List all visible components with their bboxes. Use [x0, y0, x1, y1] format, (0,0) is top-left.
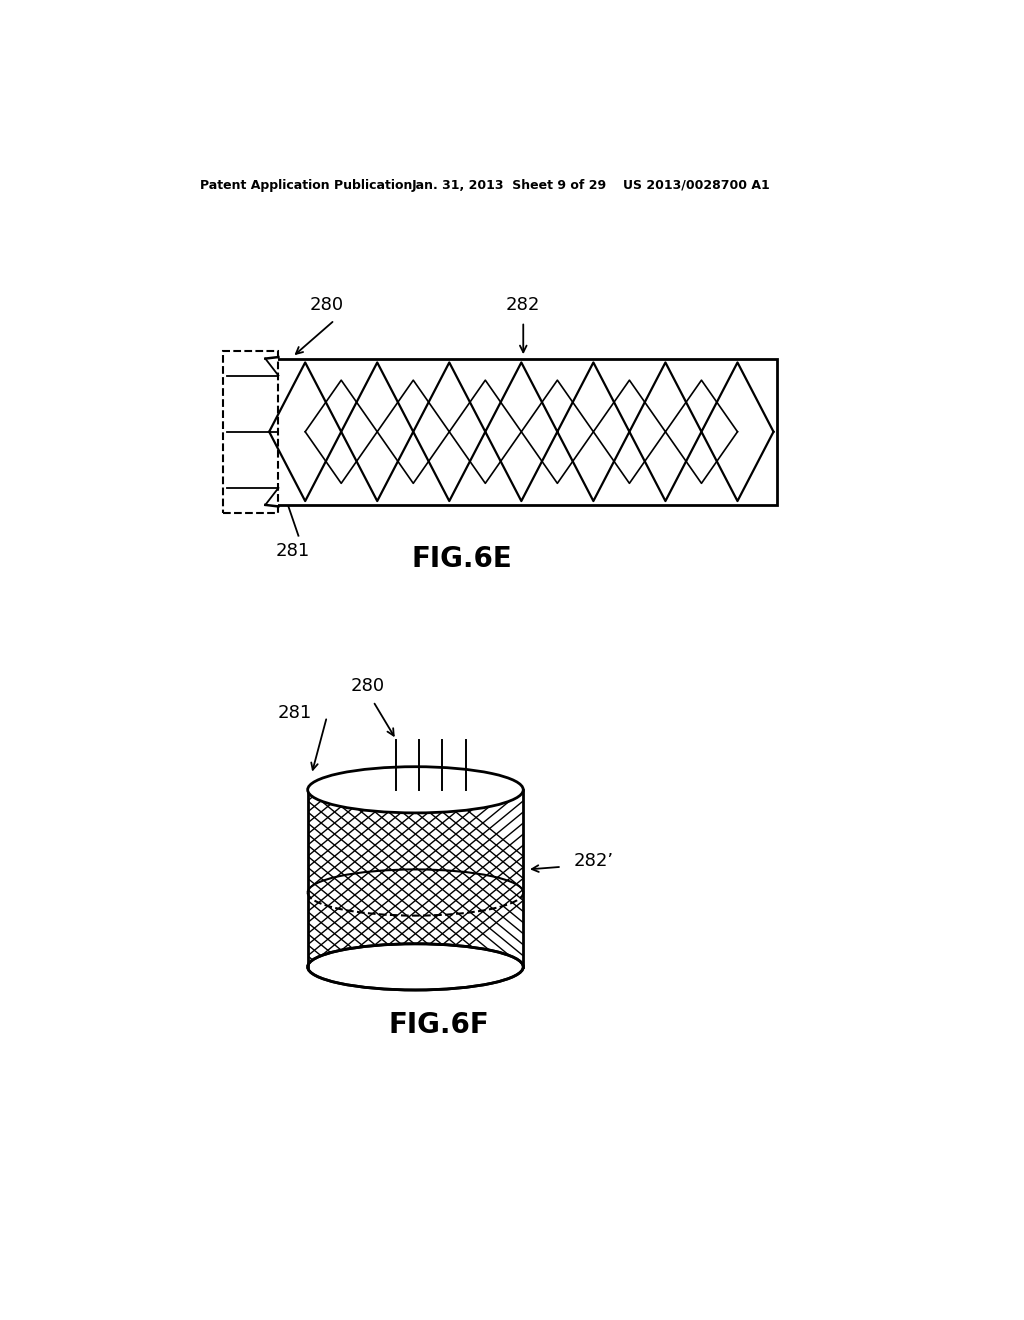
Ellipse shape — [307, 767, 523, 813]
Ellipse shape — [307, 944, 523, 990]
Text: 281: 281 — [278, 704, 311, 722]
Text: FIG.6E: FIG.6E — [412, 545, 512, 573]
Text: 280: 280 — [350, 677, 385, 696]
Text: 281: 281 — [275, 543, 309, 560]
Text: 280: 280 — [310, 296, 344, 314]
Text: FIG.6F: FIG.6F — [388, 1011, 488, 1039]
Bar — [223, 351, 279, 512]
Text: Jan. 31, 2013  Sheet 9 of 29: Jan. 31, 2013 Sheet 9 of 29 — [412, 178, 607, 191]
Text: US 2013/0028700 A1: US 2013/0028700 A1 — [624, 178, 770, 191]
Text: 282’: 282’ — [573, 851, 613, 870]
Text: 282: 282 — [506, 296, 541, 314]
Text: Patent Application Publication: Patent Application Publication — [200, 178, 413, 191]
Bar — [265, 359, 777, 506]
